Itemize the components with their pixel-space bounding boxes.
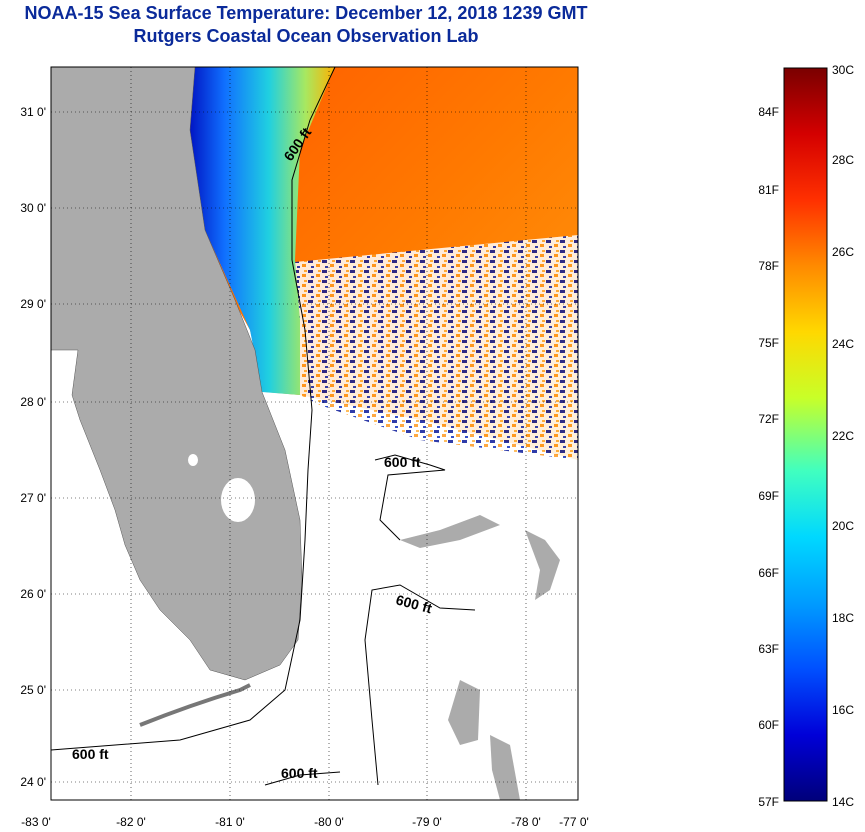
lat-label: 29 0' — [20, 297, 46, 311]
cloud-speckle-region — [295, 235, 578, 460]
celsius-label: 18C — [832, 611, 854, 625]
fahrenheit-label: 57F — [758, 795, 779, 809]
contour-label: 600 ft — [72, 746, 109, 762]
celsius-label: 28C — [832, 153, 854, 167]
fahrenheit-label: 72F — [758, 412, 779, 426]
sst-coastal-cool-water — [188, 67, 335, 395]
lat-label: 27 0' — [20, 491, 46, 505]
lon-label: -83 0' — [21, 815, 51, 829]
lat-label: 25 0' — [20, 683, 46, 697]
celsius-label: 14C — [832, 795, 854, 809]
celsius-label: 30C — [832, 63, 854, 77]
map-frame — [50, 66, 579, 801]
lat-label: 28 0' — [20, 395, 46, 409]
florida-keys — [139, 683, 251, 727]
lon-label: -77 0' — [559, 815, 589, 829]
fahrenheit-label: 66F — [758, 566, 779, 580]
lake-okeechobee — [221, 478, 255, 522]
map-area — [51, 67, 578, 800]
contour-label: 600 ft — [281, 765, 318, 781]
lat-label: 30 0' — [20, 201, 46, 215]
fahrenheit-label: 75F — [758, 336, 779, 350]
contour-600ft-florida — [51, 67, 336, 751]
chart-title: NOAA-15 Sea Surface Temperature: Decembe… — [24, 3, 588, 23]
celsius-label: 22C — [832, 429, 854, 443]
fahrenheit-label: 81F — [758, 183, 779, 197]
celsius-label: 20C — [832, 519, 854, 533]
fahrenheit-label: 69F — [758, 489, 779, 503]
eleuthera-island — [490, 735, 520, 800]
celsius-label: 26C — [832, 245, 854, 259]
chart-subtitle: Rutgers Coastal Ocean Observation Lab — [133, 26, 479, 46]
contour-label: 600 ft — [394, 591, 434, 616]
inland-lake — [188, 454, 198, 466]
colorbar-celsius-scale: 30C 28C 26C 24C 22C 20C 18C 16C 14C — [832, 63, 854, 809]
colorbar — [783, 67, 828, 802]
contour-600ft-bahamas-north — [374, 454, 446, 541]
lat-label: 26 0' — [20, 587, 46, 601]
contour-600ft-straits — [264, 771, 341, 786]
lon-label: -79 0' — [412, 815, 442, 829]
andros-island — [448, 680, 480, 745]
abaco-island — [525, 530, 560, 600]
lat-label: 31 0' — [20, 105, 46, 119]
lon-label: -80 0' — [314, 815, 344, 829]
florida-landmass — [51, 67, 303, 681]
lat-label: 24 0' — [20, 775, 46, 789]
contour-label: 600 ft — [384, 454, 421, 470]
lon-label: -81 0' — [215, 815, 245, 829]
fahrenheit-label: 78F — [758, 259, 779, 273]
celsius-label: 24C — [832, 337, 854, 351]
grand-bahama-island — [400, 515, 500, 548]
contour-600ft-bahamas-south — [364, 584, 476, 786]
colorbar-fahrenheit-scale: 84F 81F 78F 75F 72F 69F 66F 63F 60F 57F — [758, 105, 779, 809]
lon-label: -78 0' — [511, 815, 541, 829]
fahrenheit-label: 84F — [758, 105, 779, 119]
lon-label: -82 0' — [116, 815, 146, 829]
fahrenheit-label: 60F — [758, 718, 779, 732]
celsius-label: 16C — [832, 703, 854, 717]
fahrenheit-label: 63F — [758, 642, 779, 656]
